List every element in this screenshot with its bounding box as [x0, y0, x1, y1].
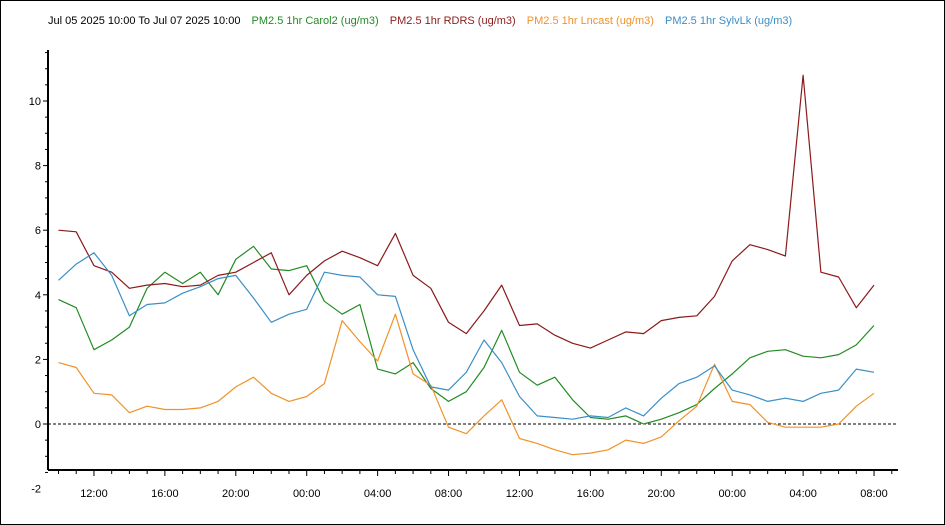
x-tick-label: 04:00 [364, 488, 392, 500]
y-tick-label: -2 [31, 484, 41, 496]
y-tick-label: 0 [35, 419, 41, 431]
x-tick-label: 16:00 [151, 488, 179, 500]
legend-entry-carol2: PM2.5 1hr Carol2 (ug/m3) [251, 15, 379, 27]
series-line-rdrs [58, 74, 875, 349]
x-tick-label: 00:00 [718, 488, 746, 500]
series-line-carol2 [58, 245, 875, 425]
date-range-label: Jul 05 2025 10:00 To Jul 07 2025 10:00 [48, 15, 241, 27]
x-tick-label: 08:00 [435, 488, 463, 500]
x-tick-label: 00:00 [293, 488, 321, 500]
series-line-lncast [58, 313, 875, 456]
x-tick-label: 20:00 [222, 488, 250, 500]
series-line-sylvlk [58, 252, 875, 420]
y-tick-label: 8 [35, 161, 41, 173]
legend-entry-sylvlk: PM2.5 1hr SylvLk (ug/m3) [665, 15, 793, 27]
x-tick-label: 04:00 [789, 488, 817, 500]
x-tick-label: 12:00 [506, 488, 534, 500]
legend-entry-rdrs: PM2.5 1hr RDRS (ug/m3) [389, 15, 516, 27]
x-tick-label: 08:00 [860, 488, 888, 500]
x-tick-label: 16:00 [577, 488, 605, 500]
chart-header: Jul 05 2025 10:00 To Jul 07 2025 10:00 P… [48, 15, 800, 27]
series-group [58, 74, 875, 456]
y-tick-label: 2 [35, 354, 41, 366]
legend-entry-lncast: PM2.5 1hr Lncast (ug/m3) [526, 15, 654, 27]
y-tick-label: 6 [35, 225, 41, 237]
y-tick-label: 4 [35, 290, 41, 302]
y-tick-label: 10 [29, 96, 41, 108]
x-tick-label: 20:00 [648, 488, 676, 500]
axes: -2 0 2 4 6 8 10 12:00 16:00 20:00 00:00 04:00 08:00 1… [29, 50, 898, 500]
x-tick-label: 12:00 [80, 488, 108, 500]
